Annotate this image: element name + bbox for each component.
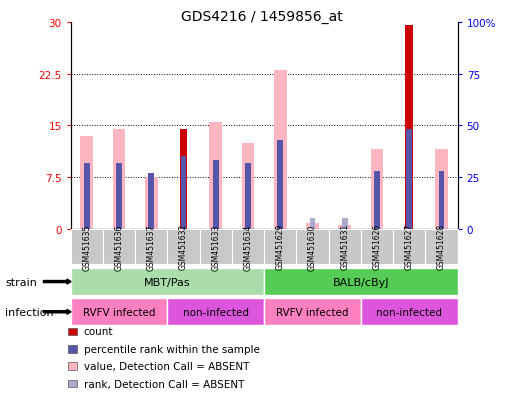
Text: MBT/Pas: MBT/Pas — [144, 277, 191, 287]
Bar — [145, 178, 158, 229]
Bar — [439, 171, 445, 229]
Text: strain: strain — [5, 277, 37, 287]
Bar — [374, 171, 380, 229]
Text: count: count — [84, 327, 113, 337]
Bar — [405, 26, 413, 229]
Text: GSM451629: GSM451629 — [276, 224, 285, 270]
Bar — [274, 71, 287, 229]
Text: GSM451635: GSM451635 — [82, 223, 91, 270]
Text: value, Detection Call = ABSENT: value, Detection Call = ABSENT — [84, 361, 249, 371]
Text: GSM451632: GSM451632 — [179, 224, 188, 270]
Text: GSM451634: GSM451634 — [244, 223, 253, 270]
Bar — [81, 136, 93, 229]
Bar — [338, 226, 351, 229]
Bar — [116, 163, 122, 229]
Text: GSM451628: GSM451628 — [437, 224, 446, 270]
Bar — [306, 224, 319, 229]
Bar — [179, 129, 187, 229]
Bar — [84, 163, 89, 229]
Bar — [242, 143, 254, 229]
Text: non-infected: non-infected — [183, 307, 249, 317]
Text: GSM451636: GSM451636 — [115, 223, 123, 270]
Text: RVFV infected: RVFV infected — [83, 307, 155, 317]
Bar — [245, 163, 251, 229]
Bar — [149, 173, 154, 229]
Text: RVFV infected: RVFV infected — [276, 307, 349, 317]
Text: infection: infection — [5, 307, 54, 317]
Text: non-infected: non-infected — [376, 307, 442, 317]
Bar — [180, 157, 186, 229]
Bar — [370, 150, 383, 229]
Text: GSM451633: GSM451633 — [211, 223, 220, 270]
Bar — [406, 130, 412, 229]
Text: GSM451630: GSM451630 — [308, 223, 317, 270]
Text: GSM451626: GSM451626 — [372, 224, 381, 270]
Bar — [435, 150, 448, 229]
Text: rank, Detection Call = ABSENT: rank, Detection Call = ABSENT — [84, 379, 244, 389]
Bar — [342, 219, 348, 229]
Text: percentile rank within the sample: percentile rank within the sample — [84, 344, 259, 354]
Text: BALB/cByJ: BALB/cByJ — [333, 277, 389, 287]
Bar — [112, 129, 126, 229]
Bar — [277, 140, 283, 229]
Text: GSM451631: GSM451631 — [340, 224, 349, 270]
Bar — [213, 161, 219, 229]
Bar — [310, 219, 315, 229]
Text: GDS4216 / 1459856_at: GDS4216 / 1459856_at — [180, 10, 343, 24]
Text: GSM451627: GSM451627 — [405, 224, 414, 270]
Text: GSM451637: GSM451637 — [147, 223, 156, 270]
Bar — [209, 123, 222, 229]
